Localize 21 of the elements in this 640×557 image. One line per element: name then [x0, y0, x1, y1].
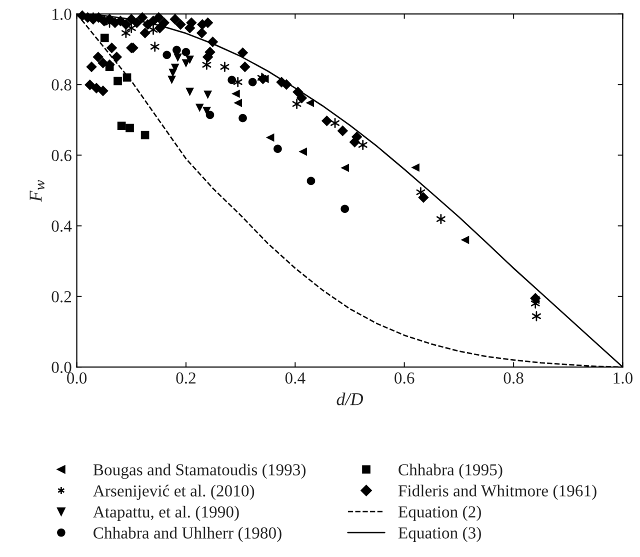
x-tick-label: 1.0: [614, 372, 632, 384]
legend-label: Atapattu, et al. (1990): [93, 506, 239, 521]
legend-label: Chhabra and Uhlherr (1980): [94, 526, 282, 542]
legend-label: Equation (3): [398, 526, 481, 542]
x-tick-label: 0.4: [285, 372, 306, 384]
y-tick-label: 0.4: [52, 220, 72, 232]
legend-label: Bougas and Stamatoudis (1993): [93, 464, 306, 479]
y-tick-label: 0.2: [52, 291, 72, 302]
x-tick-label: 0.8: [504, 372, 524, 384]
legend-label: Fidleris and Whitmore (1961): [398, 484, 596, 500]
x-axis-title: d/D: [336, 392, 364, 406]
legend-label: Equation (2): [398, 506, 481, 521]
y-tick-label: 1.0: [52, 8, 72, 20]
y-axis-title: F$_{w}$: [30, 180, 44, 202]
x-tick-label: 0.6: [394, 372, 414, 384]
legend-label: Chhabra (1995): [398, 464, 502, 479]
y-tick-label: 0.6: [52, 150, 72, 162]
x-tick-label: 0.2: [176, 372, 196, 384]
y-tick-label: 0.0: [52, 362, 72, 374]
y-tick-label: 0.8: [52, 79, 72, 91]
x-tick-label: 0.0: [67, 372, 87, 384]
